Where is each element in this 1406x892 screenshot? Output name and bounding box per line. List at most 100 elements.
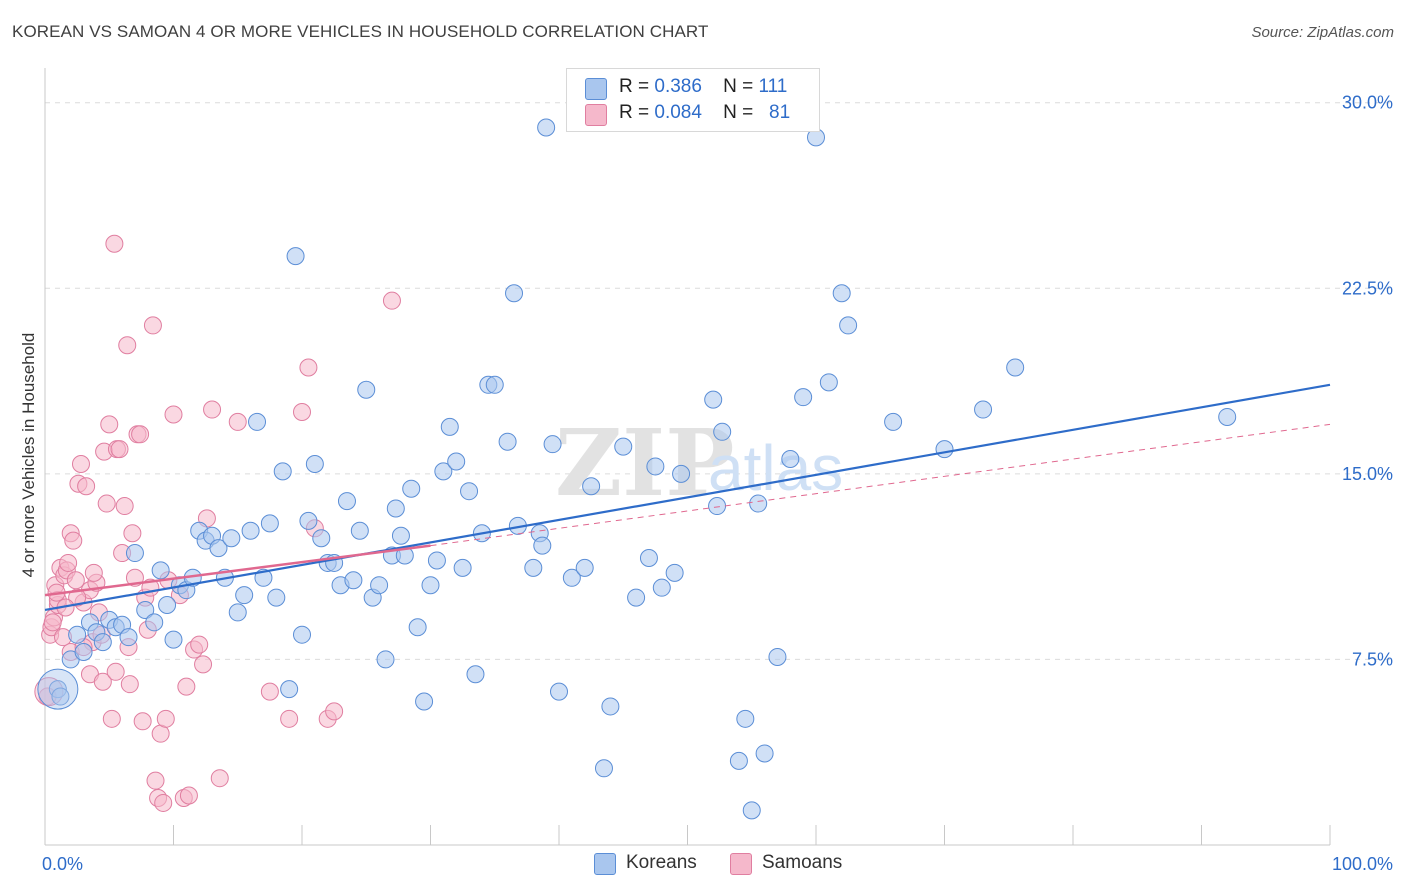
axes <box>44 68 1331 846</box>
samoans-point <box>280 709 299 728</box>
bottom-samoans-swatch <box>730 853 752 875</box>
samoans-point <box>71 454 90 473</box>
samoans-point <box>123 524 142 543</box>
samoans-point <box>120 675 139 694</box>
koreans-point <box>729 751 748 770</box>
y-tick-label: 30.0% <box>1342 93 1393 113</box>
koreans-point <box>543 435 562 454</box>
koreans-point <box>402 479 421 498</box>
koreans-point <box>736 709 755 728</box>
bottom-koreans-swatch <box>594 853 616 875</box>
koreans-point <box>794 388 813 407</box>
samoans-point <box>164 405 183 424</box>
koreans-point <box>248 412 267 431</box>
koreans-point <box>293 625 311 644</box>
koreans-point <box>562 568 581 587</box>
y-tick-label: 22.5% <box>1342 278 1393 298</box>
koreans-point <box>145 613 164 632</box>
koreans-point <box>228 603 247 622</box>
samoans-point <box>97 494 116 513</box>
koreans-point <box>550 682 568 701</box>
koreans-point <box>434 462 453 481</box>
samoans-r-value: 0.084 <box>654 102 702 123</box>
koreans-point <box>652 578 671 597</box>
koreans-cluster-point <box>37 668 79 710</box>
koreans-point <box>460 482 479 501</box>
x-tick-label: 100.0% <box>1332 854 1393 874</box>
y-axis-title: 4 or more Vehicles in Household <box>19 333 38 578</box>
koreans-point <box>672 464 691 483</box>
koreans-point <box>524 558 543 577</box>
koreans-point <box>453 558 472 577</box>
koreans-point <box>125 544 144 563</box>
koreans-swatch <box>585 78 607 100</box>
koreans-point <box>386 499 405 518</box>
samoans-point <box>325 702 344 721</box>
samoans-point <box>115 497 134 516</box>
koreans-r-value: 0.386 <box>654 76 702 97</box>
samoans-point <box>203 400 222 419</box>
samoans-point <box>77 477 96 496</box>
koreans-point <box>312 529 331 548</box>
bottom-koreans-label: Koreans <box>626 852 697 873</box>
koreans-point <box>357 380 376 399</box>
koreans-point <box>582 477 601 496</box>
koreans-point <box>286 247 305 266</box>
koreans-point <box>305 454 324 473</box>
koreans-point <box>273 462 292 481</box>
koreans-point <box>344 571 363 590</box>
samoans-point <box>228 412 247 431</box>
samoans-point <box>93 672 112 691</box>
koreans-point <box>1006 358 1025 377</box>
axis-labels: 7.5% 15.0% 22.5% 30.0% 0.0% 100.0% <box>42 93 1393 874</box>
koreans-point <box>299 511 318 530</box>
samoans-point <box>110 440 129 459</box>
koreans-point <box>119 628 138 647</box>
samoans-trend-dashed <box>430 423 1331 547</box>
samoans-point <box>131 425 150 444</box>
y-tick-label: 15.0% <box>1342 464 1393 484</box>
koreans-point <box>935 440 954 459</box>
samoans-trend-line <box>44 544 431 597</box>
koreans-points <box>37 118 1237 820</box>
grid-lines <box>45 102 1392 660</box>
koreans-point <box>755 744 774 763</box>
samoans-point <box>106 662 125 681</box>
source-label: Source: ZipAtlas.com <box>1251 24 1394 41</box>
stats-legend: R = 0.386 N = 111 R = 0.084 N = 81 <box>566 68 820 132</box>
koreans-point <box>704 390 723 409</box>
koreans-point <box>1218 407 1237 426</box>
x-tick-label: 0.0% <box>42 854 83 874</box>
koreans-point <box>370 576 389 595</box>
samoans-point <box>133 712 152 731</box>
koreans-point <box>74 643 93 662</box>
bottom-samoans-label: Samoans <box>762 852 843 873</box>
koreans-point <box>594 759 613 778</box>
samoans-point <box>210 769 229 788</box>
samoans-point <box>68 588 87 607</box>
koreans-point <box>466 665 485 684</box>
koreans-point <box>819 373 838 392</box>
koreans-point <box>158 596 177 615</box>
samoans-point <box>146 771 165 790</box>
watermark: ZIP atlas <box>555 409 843 517</box>
samoans-point <box>143 316 162 335</box>
koreans-point <box>51 687 70 706</box>
koreans-point <box>768 647 787 666</box>
samoans-point <box>293 403 311 422</box>
koreans-point <box>832 284 851 303</box>
koreans-trend-line <box>44 383 1331 612</box>
koreans-point <box>280 680 299 699</box>
trend-lines <box>44 383 1331 612</box>
samoans-point <box>177 677 196 696</box>
watermark-atlas: atlas <box>708 432 843 504</box>
koreans-point <box>440 417 459 436</box>
koreans-point <box>627 588 646 607</box>
samoans-n-value: 81 <box>769 102 791 123</box>
koreans-r-label: R = <box>619 76 650 97</box>
koreans-point <box>376 650 395 669</box>
y-tick-label: 7.5% <box>1352 649 1393 669</box>
koreans-point <box>601 697 620 716</box>
koreans-point <box>209 539 228 558</box>
